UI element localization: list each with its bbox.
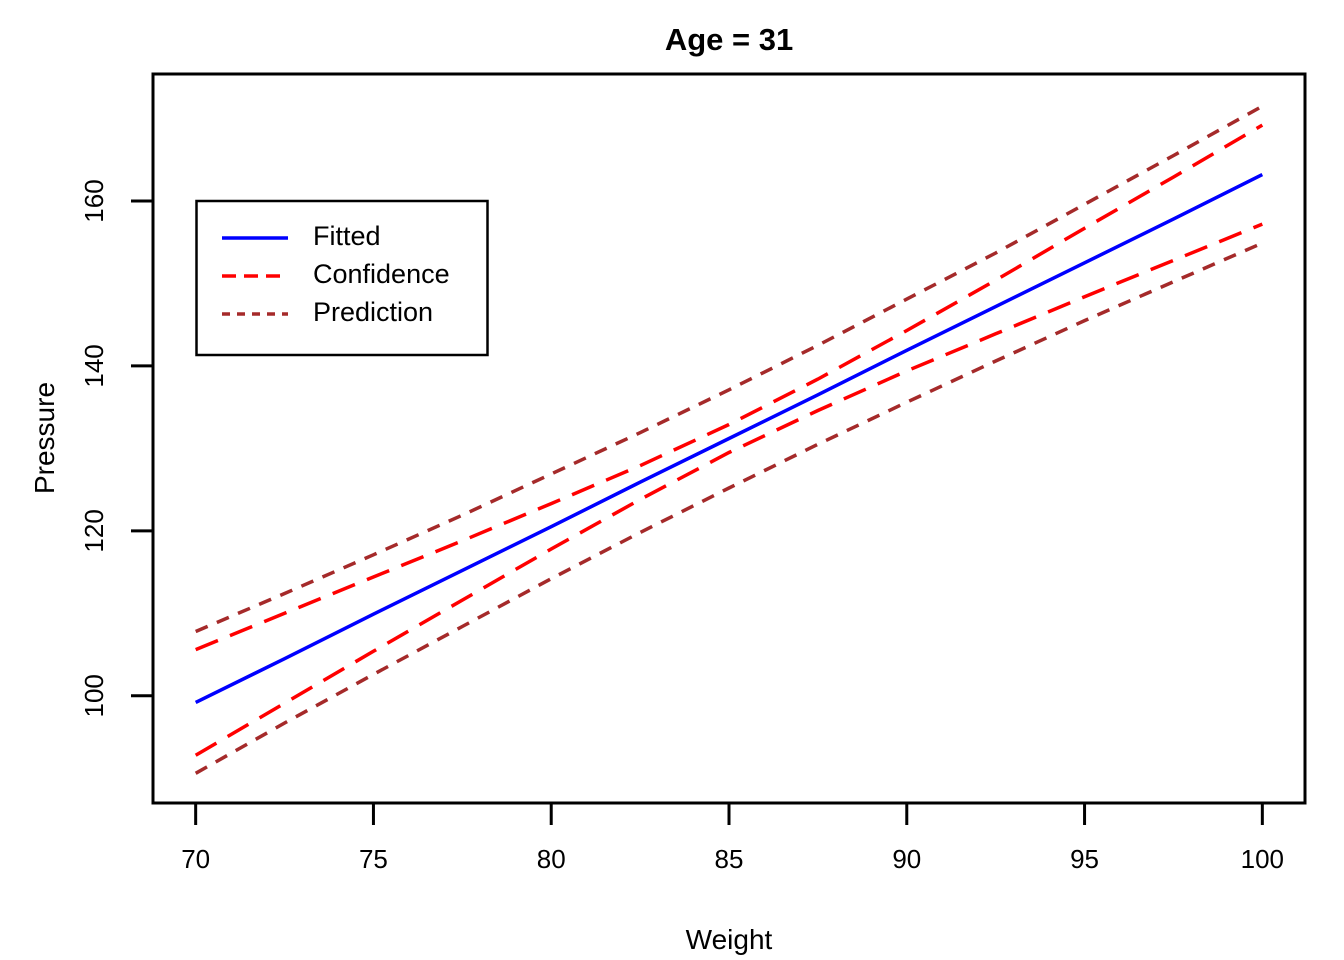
- x-tick-label: 90: [892, 844, 921, 874]
- legend-box: [195, 199, 489, 357]
- x-tick-label: 75: [359, 844, 388, 874]
- y-tick-label: 160: [79, 179, 109, 222]
- legend-label-confidence: Confidence: [313, 259, 450, 289]
- y-axis-title: Pressure: [29, 381, 60, 495]
- series-confidence-upper: [195, 123, 1264, 652]
- x-tick-label: 85: [715, 844, 744, 874]
- legend: Fitted Confidence Prediction: [195, 199, 489, 357]
- chart-title: Age = 31: [664, 22, 794, 57]
- y-tick-label: 120: [79, 509, 109, 552]
- x-tick-label: 95: [1070, 844, 1099, 874]
- y-tick-label: 140: [79, 344, 109, 387]
- series-confidence-lower: [194, 222, 1263, 757]
- series-prediction-lower: [194, 241, 1263, 775]
- y-axis-ticks: 100 120 140 160: [79, 179, 153, 717]
- x-tick-label: 100: [1241, 844, 1284, 874]
- x-tick-label: 70: [181, 844, 210, 874]
- x-tick-label: 80: [537, 844, 566, 874]
- x-axis-title: Weight: [685, 924, 773, 955]
- x-axis-ticks: 70 75 80 85 90 95 100: [181, 803, 1284, 874]
- legend-label-fitted: Fitted: [313, 221, 381, 251]
- legend-label-prediction: Prediction: [313, 297, 433, 327]
- series-prediction-upper: [195, 104, 1264, 634]
- series-fitted: [194, 173, 1264, 704]
- series-lines: [194, 104, 1264, 775]
- y-tick-label: 100: [79, 674, 109, 717]
